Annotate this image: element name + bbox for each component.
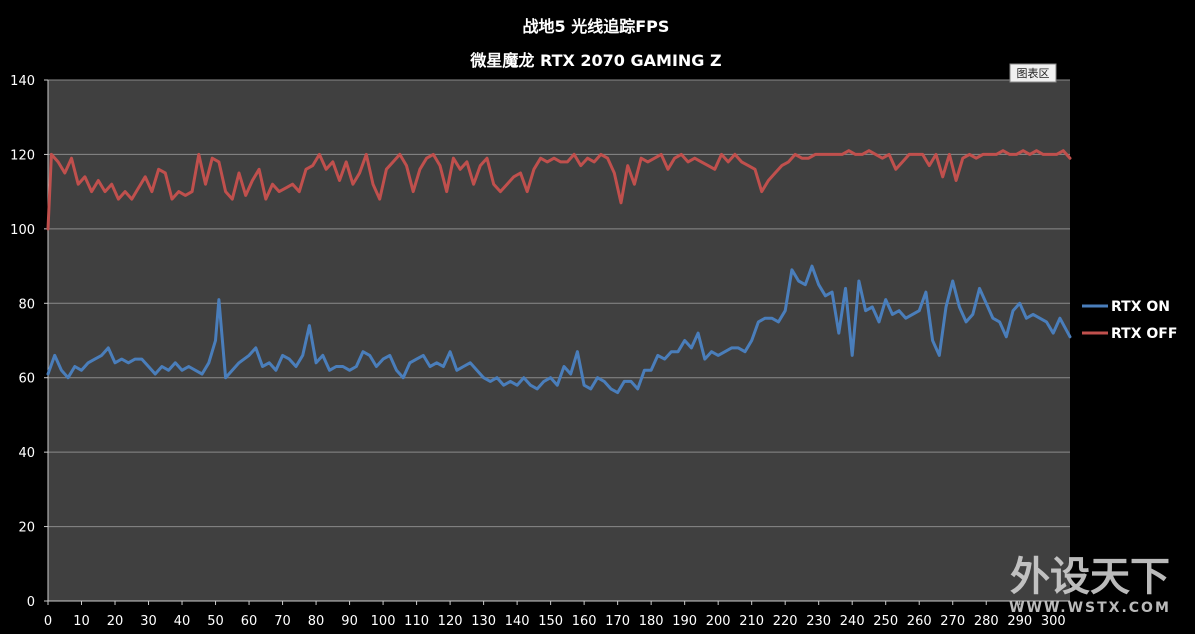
watermark-sub: WWW.WSTX.COM <box>1009 600 1171 616</box>
x-tick-label: 0 <box>44 614 52 629</box>
y-tick-label: 0 <box>27 595 35 610</box>
series-line-rtx-on[interactable] <box>46 264 1072 395</box>
chart-area-tooltip: 图表区 <box>1009 63 1057 83</box>
x-tick-label: 190 <box>672 614 697 629</box>
tooltip-text: 图表区 <box>1017 66 1050 80</box>
x-tick-label: 170 <box>605 614 630 629</box>
x-axis: 0 10 20 30 40 50 60 70 80 90 100 110 120 130 140 150 160… <box>44 600 1070 629</box>
x-tick-label: 60 <box>241 614 258 629</box>
legend: RTX ON RTX OFF <box>1082 299 1177 342</box>
x-tick-label: 200 <box>706 614 731 629</box>
x-tick-label: 90 <box>341 614 358 629</box>
x-tick-label: 30 <box>140 614 157 629</box>
x-tick-label: 40 <box>174 614 191 629</box>
y-tick-label: 100 <box>10 223 35 238</box>
y-axis: 0 20 40 60 80 100 120 140 <box>10 74 49 610</box>
x-tick-label: 260 <box>907 614 932 629</box>
y-tick-label: 140 <box>10 74 35 89</box>
chart-subtitle: 微星魔龙 RTX 2070 GAMING Z <box>469 51 721 70</box>
x-tick-label: 70 <box>274 614 291 629</box>
x-tick-label: 240 <box>840 614 865 629</box>
y-tick-label: 60 <box>18 372 35 387</box>
x-tick-label: 210 <box>739 614 764 629</box>
y-tick-label: 20 <box>18 521 35 536</box>
x-tick-label: 110 <box>404 614 429 629</box>
series-line-rtx-off[interactable] <box>46 149 1072 231</box>
legend-label-rtx-off: RTX OFF <box>1111 326 1177 342</box>
y-tick-label: 40 <box>18 446 35 461</box>
x-tick-label: 100 <box>371 614 396 629</box>
tooltip-box <box>1009 63 1057 83</box>
watermark: 外设天下 WWW.WSTX.COM <box>1009 554 1171 616</box>
x-tick-label: 220 <box>773 614 798 629</box>
legend-label-rtx-on: RTX ON <box>1111 299 1170 315</box>
x-tick-label: 300 <box>1041 614 1066 629</box>
x-tick-label: 180 <box>639 614 664 629</box>
watermark-main: 外设天下 <box>1010 554 1170 600</box>
x-tick-label: 10 <box>73 614 90 629</box>
x-tick-label: 270 <box>940 614 965 629</box>
x-tick-label: 50 <box>207 614 224 629</box>
x-tick-label: 120 <box>438 614 463 629</box>
x-tick-label: 80 <box>308 614 325 629</box>
x-tick-label: 230 <box>806 614 831 629</box>
x-tick-label: 160 <box>572 614 597 629</box>
x-tick-label: 130 <box>471 614 496 629</box>
y-tick-label: 80 <box>18 297 35 312</box>
x-tick-label: 290 <box>1007 614 1032 629</box>
x-tick-label: 150 <box>538 614 563 629</box>
x-tick-label: 20 <box>107 614 124 629</box>
y-tick-label: 120 <box>10 148 35 163</box>
series-group <box>46 149 1072 395</box>
x-tick-label: 280 <box>974 614 999 629</box>
x-tick-label: 250 <box>873 614 898 629</box>
x-tick-label: 140 <box>505 614 530 629</box>
chart-title: 战地5 光线追踪FPS <box>523 17 670 36</box>
plot-area[interactable] <box>48 80 1070 601</box>
